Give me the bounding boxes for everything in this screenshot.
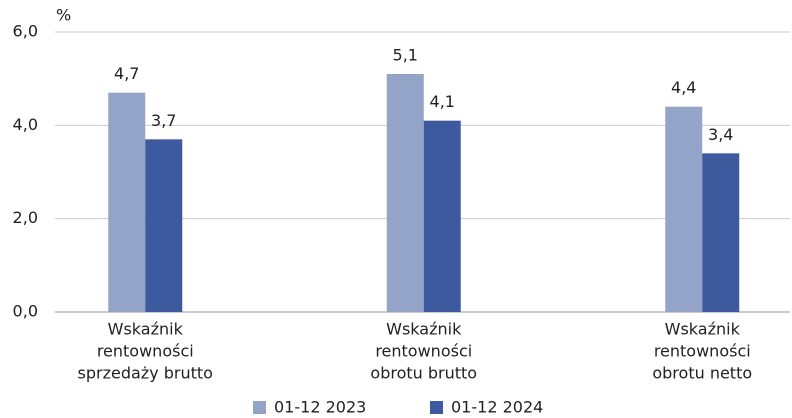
- value-label: 3,4: [708, 125, 733, 144]
- bar: [702, 153, 740, 312]
- value-label: 5,1: [393, 46, 418, 65]
- x-tick-label: obrotu netto: [652, 364, 752, 383]
- bar: [423, 120, 461, 313]
- x-tick-label: Wskaźnik: [665, 320, 741, 339]
- y-tick-label: 0,0: [13, 302, 38, 321]
- legend-label: 01-12 2023: [274, 398, 366, 417]
- value-label: 4,1: [430, 92, 455, 111]
- bar: [386, 74, 424, 312]
- legend-label: 01-12 2024: [451, 398, 543, 417]
- x-tick-label: rentowności: [97, 342, 194, 361]
- y-tick-label: 6,0: [13, 22, 38, 41]
- y-tick-label: 4,0: [13, 115, 38, 134]
- value-label: 4,4: [671, 78, 696, 97]
- bar: [108, 92, 146, 313]
- x-tick-label: rentowności: [654, 342, 751, 361]
- x-tick-label: sprzedaży brutto: [78, 364, 213, 383]
- value-label: 4,7: [114, 64, 139, 83]
- legend-swatch: [253, 401, 266, 414]
- x-tick-label: rentowności: [375, 342, 472, 361]
- unit-label: %: [56, 6, 71, 25]
- value-label: 3,7: [151, 111, 176, 130]
- y-tick-label: 2,0: [13, 208, 38, 227]
- x-tick-label: obrotu brutto: [370, 364, 477, 383]
- bar: [145, 139, 183, 312]
- legend-swatch: [430, 401, 443, 414]
- x-tick-label: Wskaźnik: [108, 320, 184, 339]
- x-tick-label: Wskaźnik: [386, 320, 462, 339]
- bar: [665, 106, 703, 313]
